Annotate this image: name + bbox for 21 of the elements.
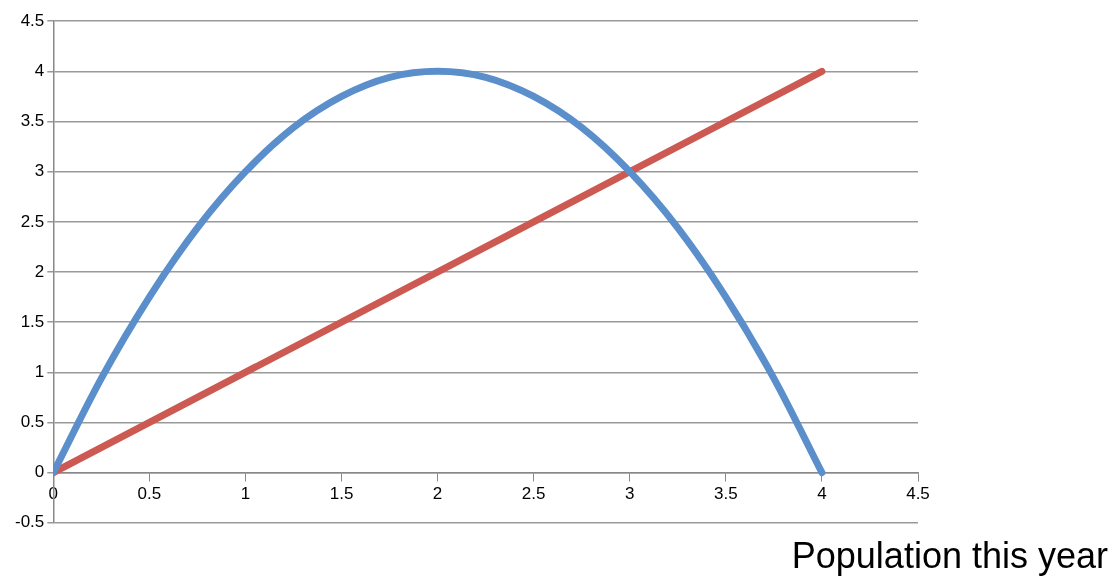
y-tick-label: 3: [34, 161, 45, 181]
x-tick-label: 3: [625, 483, 635, 503]
x-tick-label: 1.5: [329, 483, 354, 503]
x-tick-label: 3.5: [714, 483, 738, 503]
y-tick-label: 3.5: [20, 111, 45, 131]
x-tick-label: 0.5: [137, 483, 162, 503]
x-axis-title: Population this year: [790, 535, 1108, 576]
y-tick-label: 1.5: [20, 311, 45, 331]
y-tick-label: 2.5: [20, 211, 45, 231]
y-tick-label: -0.5: [15, 512, 45, 532]
y-tick-label: 0.5: [20, 412, 45, 432]
y-tick-label: 0: [34, 462, 45, 482]
y-tick-label: 4: [34, 61, 45, 81]
x-tick-label: 1: [240, 483, 251, 503]
y-tick-label: 2: [34, 261, 45, 281]
x-tick-label: 2: [432, 483, 443, 503]
x-tick-label: 2.5: [521, 483, 546, 503]
y-tick-label: 4.5: [20, 10, 45, 30]
x-tick-label: 4.5: [906, 483, 930, 503]
x-tick-label: 4: [817, 483, 827, 503]
y-tick-label: 1: [34, 362, 45, 382]
